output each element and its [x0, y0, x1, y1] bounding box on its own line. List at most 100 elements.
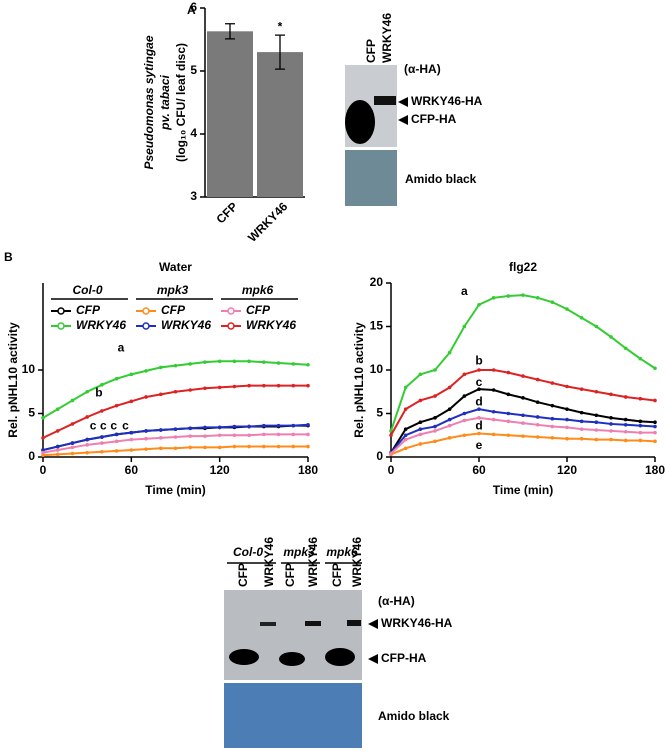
y-tick-label: 0	[28, 449, 35, 463]
data-point	[188, 388, 193, 392]
data-point	[521, 293, 525, 297]
lane-label: CFP	[364, 39, 378, 63]
y-axis-label: Rel. pNHL10 activity	[6, 322, 20, 438]
data-point	[203, 360, 207, 364]
data-point	[506, 370, 511, 375]
data-point	[594, 389, 599, 394]
data-point	[477, 416, 481, 420]
stain-label: Amido black	[405, 172, 477, 186]
data-point	[521, 374, 525, 378]
data-point	[579, 427, 584, 431]
data-point	[403, 433, 408, 438]
x-tick-label: CFP	[213, 199, 240, 226]
y-axis-label: Pseudomonas sytingae	[142, 35, 156, 169]
y-axis-label: (log₁₀ CFU/ leaf disc)	[174, 43, 188, 162]
data-point	[506, 294, 511, 298]
data-point	[418, 427, 423, 431]
annotation: d	[475, 419, 482, 433]
blot-band	[279, 652, 305, 666]
data-point	[433, 424, 437, 429]
x-tick-label: WRKY46	[245, 199, 290, 244]
data-point	[100, 441, 104, 445]
data-point	[447, 407, 452, 411]
annotation: d	[475, 394, 482, 408]
data-point	[433, 439, 437, 444]
data-line	[390, 369, 656, 436]
arrow	[368, 654, 378, 664]
legend-group: mpk6	[242, 283, 274, 297]
annotation: c	[100, 419, 107, 433]
data-point	[462, 411, 467, 416]
data-point	[609, 429, 613, 433]
legend-group: Col-0	[73, 283, 103, 297]
y-tick-label: 5	[376, 406, 383, 420]
data-point	[144, 369, 148, 373]
panel-label: B	[4, 250, 13, 264]
data-point	[232, 433, 237, 438]
legend-swatch	[57, 307, 65, 315]
data-point	[565, 307, 569, 311]
data-point	[609, 392, 613, 397]
annotation: b	[95, 386, 102, 400]
data-point	[262, 444, 266, 449]
antibody-label: (α-HA)	[404, 62, 441, 76]
lane-label: WRKY46	[350, 537, 364, 587]
lane-label: WRKY46	[262, 537, 276, 587]
legend-swatch	[57, 322, 65, 330]
data-point	[276, 423, 281, 428]
data-point	[158, 446, 163, 451]
data-point	[291, 423, 296, 428]
arrow	[398, 115, 408, 125]
data-point	[129, 372, 134, 377]
data-point	[477, 407, 481, 411]
data-point	[653, 424, 657, 429]
data-point	[579, 410, 584, 415]
data-point	[114, 432, 119, 437]
data-point	[623, 438, 628, 443]
data-point	[276, 361, 281, 365]
data-point	[521, 413, 525, 418]
annotation: c	[110, 419, 117, 433]
data-point	[433, 429, 437, 433]
blot-image	[224, 590, 362, 680]
data-point	[418, 372, 423, 377]
data-point	[217, 385, 222, 390]
data-point	[609, 437, 613, 442]
arrow	[398, 97, 408, 107]
data-point	[144, 436, 148, 441]
x-tick-label: 0	[388, 463, 395, 477]
data-point	[262, 383, 266, 388]
data-point	[85, 415, 89, 419]
data-point	[638, 430, 643, 435]
data-point	[217, 433, 222, 438]
data-point	[306, 423, 310, 427]
bar	[207, 31, 253, 198]
data-point	[129, 399, 134, 404]
data-point	[129, 437, 134, 442]
band-label: WRKY46-HA	[411, 94, 483, 108]
data-point	[403, 427, 408, 431]
data-point	[389, 433, 393, 438]
data-point	[418, 420, 423, 425]
data-point	[389, 451, 393, 456]
data-point	[114, 403, 119, 408]
data-point	[535, 295, 540, 300]
y-tick-label: 5	[190, 63, 197, 77]
legend-label: WRKY46	[161, 318, 211, 332]
data-point	[70, 441, 75, 445]
data-line	[390, 294, 656, 432]
data-point	[418, 432, 423, 437]
data-point	[247, 444, 251, 449]
data-point	[491, 432, 496, 437]
annotation: c	[476, 375, 483, 389]
y-axis-label: Rel. pNHL10 activity	[352, 322, 366, 438]
data-point	[100, 435, 104, 439]
data-point	[306, 362, 310, 367]
data-point	[623, 417, 628, 422]
data-point	[247, 359, 251, 364]
data-point	[129, 430, 134, 435]
data-point	[85, 437, 89, 442]
data-point	[506, 411, 511, 416]
data-point	[447, 385, 452, 390]
